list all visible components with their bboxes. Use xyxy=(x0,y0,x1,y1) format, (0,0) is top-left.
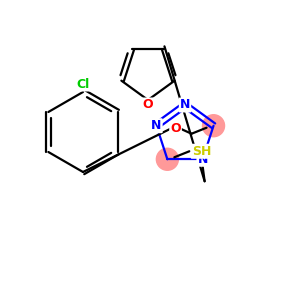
Text: N: N xyxy=(180,98,190,112)
Circle shape xyxy=(156,148,178,170)
Text: Cl: Cl xyxy=(76,77,90,91)
Text: O: O xyxy=(170,122,181,135)
Text: O: O xyxy=(143,98,153,112)
Text: N: N xyxy=(197,153,208,166)
Text: SH: SH xyxy=(192,145,211,158)
Text: N: N xyxy=(151,119,162,132)
Circle shape xyxy=(202,115,224,137)
